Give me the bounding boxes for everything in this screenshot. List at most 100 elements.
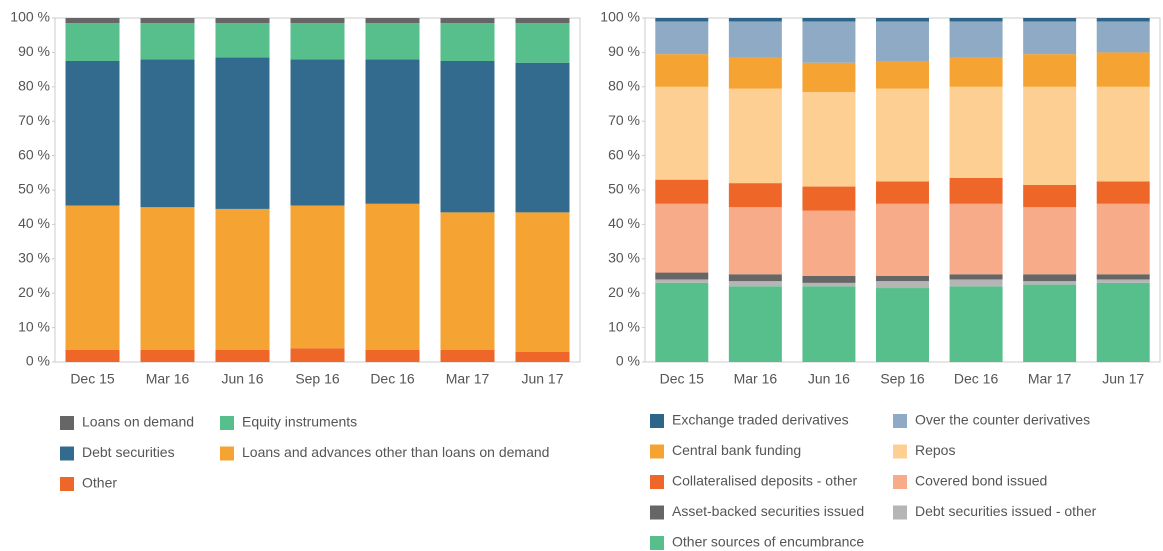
bar-segment xyxy=(1023,284,1077,362)
bar-segment xyxy=(515,18,570,24)
bar-segment xyxy=(1096,21,1150,53)
bar-segment xyxy=(876,61,929,89)
bar-segment xyxy=(65,23,120,61)
bar-segment xyxy=(655,18,709,22)
legend-swatch xyxy=(650,505,664,520)
bar-segment xyxy=(140,207,195,350)
y-tick-label: 80 % xyxy=(608,78,640,94)
legend-swatch xyxy=(60,477,74,491)
bar-segment xyxy=(876,18,929,22)
bar-segment xyxy=(440,18,495,24)
bar-segment xyxy=(1096,274,1150,280)
bar-segment xyxy=(440,23,495,61)
bar-segment xyxy=(65,205,120,350)
y-tick-label: 20 % xyxy=(18,284,50,300)
bar-segment xyxy=(949,21,1003,58)
bar-segment xyxy=(728,21,782,58)
bar-segment xyxy=(655,179,709,204)
bar-segment xyxy=(1096,18,1150,22)
bar-segment xyxy=(365,18,420,24)
bar-segment xyxy=(1023,21,1077,55)
legend-swatch xyxy=(650,475,664,489)
x-tick-label: Mar 17 xyxy=(1028,371,1072,387)
bar-segment xyxy=(949,57,1003,87)
y-tick-label: 20 % xyxy=(608,284,640,300)
bar-segment xyxy=(728,183,782,208)
bar-segment xyxy=(215,18,270,24)
bar-segment xyxy=(440,61,495,213)
bar-segment xyxy=(728,207,782,275)
bar-segment xyxy=(949,274,1003,280)
bar-segment xyxy=(1096,181,1150,204)
bar-segment xyxy=(1023,54,1077,87)
bar-segment xyxy=(65,18,120,24)
bar-segment xyxy=(876,203,929,276)
bar-segment xyxy=(728,88,782,184)
bar-segment xyxy=(290,348,345,362)
bar-segment xyxy=(1096,279,1150,283)
bar-segment xyxy=(949,286,1003,362)
legend-label: Over the counter derivatives xyxy=(915,412,1090,428)
bar-segment xyxy=(290,18,345,24)
legend-swatch xyxy=(60,446,74,461)
bar-segment xyxy=(728,274,782,282)
y-tick-label: 10 % xyxy=(18,318,50,334)
bar-segment xyxy=(140,18,195,24)
bar-segment xyxy=(290,59,345,206)
bar-segment xyxy=(215,208,270,350)
y-tick-label: 30 % xyxy=(608,250,640,266)
x-tick-label: Dec 16 xyxy=(370,371,415,387)
bar-segment xyxy=(655,203,709,273)
bar-segment xyxy=(655,272,709,280)
bar-segment xyxy=(802,18,856,22)
bar-segment xyxy=(290,205,345,349)
legend-label: Covered bond issued xyxy=(915,473,1047,489)
y-tick-label: 50 % xyxy=(18,181,50,197)
y-tick-label: 30 % xyxy=(18,250,50,266)
bar-segment xyxy=(802,282,856,287)
bar-segment xyxy=(1023,184,1077,208)
bar-segment xyxy=(515,212,570,352)
bar-segment xyxy=(802,276,856,283)
bar-segment xyxy=(802,21,856,63)
legend-label: Equity instruments xyxy=(242,414,357,430)
bar-segment xyxy=(365,203,420,350)
legend-label: Central bank funding xyxy=(672,442,801,458)
bar-segment xyxy=(215,23,270,58)
y-tick-label: 100 % xyxy=(10,9,50,25)
legend-label: Loans on demand xyxy=(82,414,194,430)
y-tick-label: 10 % xyxy=(608,318,640,334)
bar-segment xyxy=(655,282,709,362)
y-tick-label: 70 % xyxy=(18,112,50,128)
x-tick-label: Sep 16 xyxy=(880,371,925,387)
legend-label: Other xyxy=(82,475,117,491)
bar-segment xyxy=(1096,86,1150,182)
bar-segment xyxy=(949,279,1003,287)
bar-segment xyxy=(655,86,709,180)
y-tick-label: 90 % xyxy=(18,43,50,59)
bar-segment xyxy=(876,276,929,282)
bar-segment xyxy=(1096,203,1150,275)
y-tick-label: 0 % xyxy=(26,353,50,369)
bar-segment xyxy=(802,186,856,211)
legend-swatch xyxy=(220,446,234,461)
bar-segment xyxy=(515,62,570,213)
x-tick-label: Dec 15 xyxy=(70,371,115,387)
bar-segment xyxy=(876,281,929,289)
bar-segment xyxy=(140,23,195,60)
bar-segment xyxy=(290,23,345,60)
bar-segment xyxy=(728,18,782,22)
bar-segment xyxy=(655,54,709,87)
bar-segment xyxy=(1096,282,1150,362)
bar-segment xyxy=(728,286,782,362)
bar-segment xyxy=(949,203,1003,275)
bar-segment xyxy=(140,59,195,208)
bar-segment xyxy=(802,91,856,187)
legend-label: Exchange traded derivatives xyxy=(672,412,849,428)
x-tick-label: Dec 16 xyxy=(954,371,999,387)
legend-swatch xyxy=(650,444,664,459)
x-tick-label: Jun 17 xyxy=(521,371,563,387)
bar-segment xyxy=(655,279,709,283)
bar-segment xyxy=(365,23,420,60)
